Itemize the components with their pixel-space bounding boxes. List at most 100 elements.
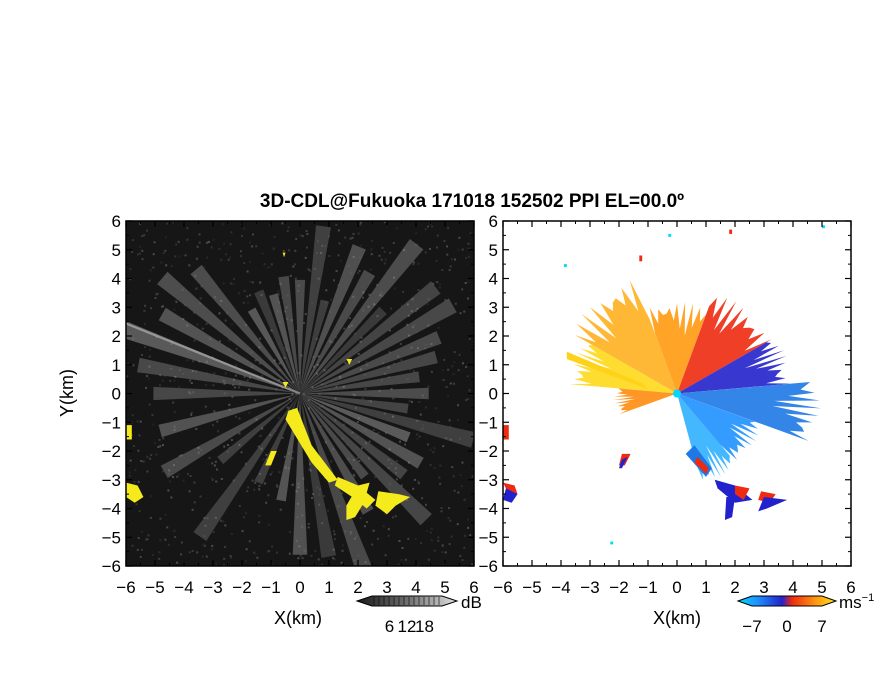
noise-speck bbox=[342, 544, 345, 547]
velocity-feature bbox=[639, 255, 643, 262]
noise-speck bbox=[395, 472, 398, 475]
noise-speck bbox=[437, 420, 440, 423]
noise-speck bbox=[206, 241, 209, 244]
noise-speck bbox=[230, 355, 233, 357]
noise-speck bbox=[334, 419, 337, 422]
velocity-feature bbox=[724, 497, 735, 520]
noise-speck bbox=[198, 241, 201, 244]
noise-speck bbox=[442, 379, 445, 381]
noise-speck bbox=[334, 538, 336, 541]
noise-speck bbox=[258, 346, 261, 349]
noise-speck bbox=[309, 469, 312, 472]
noise-speck bbox=[270, 329, 273, 332]
strong-echo-region bbox=[265, 451, 277, 466]
noise-speck bbox=[204, 405, 207, 408]
echo-ray bbox=[300, 393, 432, 526]
noise-speck bbox=[278, 362, 281, 365]
noise-speck bbox=[286, 230, 289, 232]
noise-speck bbox=[396, 460, 399, 463]
noise-speck bbox=[189, 392, 192, 395]
noise-speck bbox=[203, 544, 206, 547]
noise-texture bbox=[126, 221, 474, 566]
noise-speck bbox=[323, 495, 325, 497]
noise-speck bbox=[317, 355, 320, 358]
noise-speck bbox=[391, 516, 394, 519]
velocity-x-tick-label: 4 bbox=[788, 578, 797, 597]
noise-speck bbox=[464, 534, 467, 537]
echo-rays bbox=[126, 225, 474, 566]
noise-speck bbox=[190, 411, 193, 414]
noise-speck bbox=[362, 309, 365, 312]
noise-speck bbox=[197, 446, 200, 449]
noise-speck bbox=[287, 226, 290, 229]
noise-speck bbox=[457, 491, 460, 494]
noise-speck bbox=[432, 451, 435, 454]
noise-speck bbox=[199, 495, 202, 498]
noise-speck bbox=[190, 382, 193, 384]
noise-speck bbox=[372, 529, 375, 532]
noise-speck bbox=[283, 455, 286, 458]
noise-speck bbox=[158, 551, 161, 554]
noise-speck bbox=[285, 349, 288, 352]
noise-speck bbox=[323, 369, 326, 372]
noise-speck bbox=[344, 361, 347, 364]
noise-speck bbox=[352, 467, 354, 470]
noise-speck bbox=[198, 233, 201, 236]
noise-speck bbox=[178, 369, 181, 372]
noise-speck bbox=[466, 375, 469, 378]
noise-speck bbox=[411, 400, 413, 403]
noise-speck bbox=[224, 392, 227, 395]
noise-speck bbox=[349, 237, 352, 240]
noise-speck bbox=[461, 559, 464, 561]
echo-ray bbox=[292, 393, 308, 555]
noise-speck bbox=[182, 318, 185, 320]
noise-speck bbox=[313, 365, 315, 368]
noise-speck bbox=[243, 227, 245, 230]
noise-speck bbox=[240, 451, 243, 454]
noise-speck bbox=[352, 473, 355, 476]
noise-speck bbox=[384, 258, 387, 261]
strong-echo-region bbox=[346, 482, 370, 520]
noise-speck bbox=[291, 483, 294, 486]
reflectivity-x-tick-label: −1 bbox=[261, 578, 280, 597]
noise-speck bbox=[307, 523, 310, 525]
noise-speck bbox=[295, 539, 298, 542]
echo-ray bbox=[300, 371, 420, 394]
echo-ray bbox=[217, 393, 300, 465]
noise-speck bbox=[131, 544, 134, 547]
noise-speck bbox=[376, 537, 379, 540]
noise-speck bbox=[441, 269, 444, 271]
noise-speck bbox=[276, 310, 279, 313]
noise-speck bbox=[214, 516, 217, 519]
noise-speck bbox=[241, 530, 244, 533]
noise-speck bbox=[310, 554, 313, 557]
noise-speck bbox=[434, 407, 437, 410]
noise-speck bbox=[175, 299, 178, 302]
noise-speck bbox=[453, 489, 456, 492]
velocity-sector bbox=[677, 297, 772, 394]
noise-speck bbox=[194, 274, 197, 277]
noise-speck bbox=[330, 460, 333, 463]
echo-ray bbox=[190, 264, 300, 394]
noise-speck bbox=[246, 270, 249, 273]
noise-speck bbox=[400, 484, 403, 487]
noise-speck bbox=[269, 473, 272, 476]
noise-speck bbox=[211, 478, 214, 481]
noise-speck bbox=[343, 327, 346, 330]
noise-speck bbox=[234, 415, 237, 418]
noise-speck bbox=[461, 461, 464, 464]
noise-speck bbox=[200, 449, 203, 451]
noise-speck bbox=[413, 323, 416, 326]
noise-speck bbox=[267, 550, 270, 553]
noise-speck bbox=[272, 247, 275, 250]
noise-speck bbox=[335, 270, 338, 272]
noise-speck bbox=[413, 478, 416, 481]
noise-speck bbox=[186, 324, 189, 327]
noise-speck bbox=[143, 323, 146, 325]
echo-ray bbox=[247, 307, 300, 394]
noise-speck bbox=[468, 390, 471, 393]
noise-speck bbox=[172, 476, 174, 478]
noise-speck bbox=[357, 272, 360, 275]
noise-speck bbox=[436, 281, 439, 284]
noise-speck bbox=[458, 353, 461, 356]
